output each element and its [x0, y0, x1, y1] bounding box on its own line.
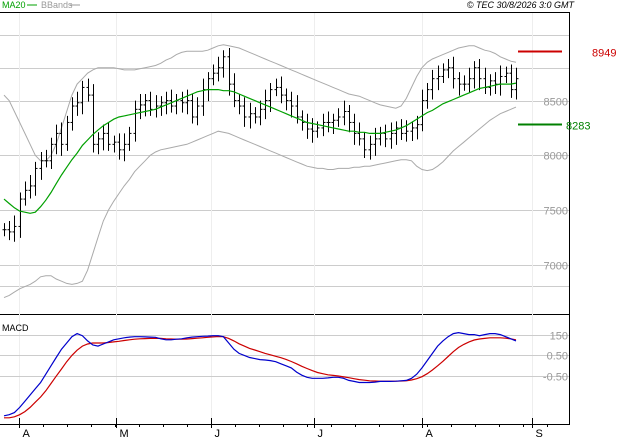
- copyright-text: © TEC 30/8/2026 3:0 GMT: [467, 0, 576, 10]
- price-tick-label: 7500: [544, 206, 568, 218]
- price-tick-label: 8000: [544, 151, 568, 163]
- macd-panel: 150 0.50 -0.50: [0, 331, 569, 419]
- legend-bbands: BBands: [41, 0, 73, 10]
- bb-lower-line: [3, 106, 517, 299]
- price-tick-label: 8500: [544, 97, 568, 109]
- bb-upper-line: [3, 44, 517, 162]
- macd-tick-label: -0.50: [543, 372, 568, 384]
- ma20-line-group: [3, 82, 517, 214]
- month-label: S: [536, 428, 543, 440]
- support-resistance-levels: 8949 8283: [518, 48, 616, 133]
- month-label: A: [426, 428, 434, 440]
- support-label: 8283: [566, 121, 590, 133]
- resistance-label: 8949: [592, 48, 616, 60]
- price-y-axis: 8500 8000 7500 7000: [544, 97, 568, 273]
- macd-signal-line: [4, 335, 517, 419]
- macd-tick-label: 0.50: [547, 351, 568, 363]
- month-label: J: [318, 428, 324, 440]
- legend-ma20: MA20: [2, 0, 26, 10]
- macd-line: [3, 331, 517, 417]
- price-tick-label: 7000: [544, 261, 568, 273]
- month-label: J: [215, 428, 221, 440]
- macd-tick-label: 150: [550, 331, 568, 343]
- ma20-line: [3, 82, 517, 214]
- macd-title: MACD: [2, 323, 29, 333]
- month-label: M: [120, 428, 129, 440]
- month-label: A: [23, 428, 31, 440]
- bollinger-bands: [3, 44, 517, 299]
